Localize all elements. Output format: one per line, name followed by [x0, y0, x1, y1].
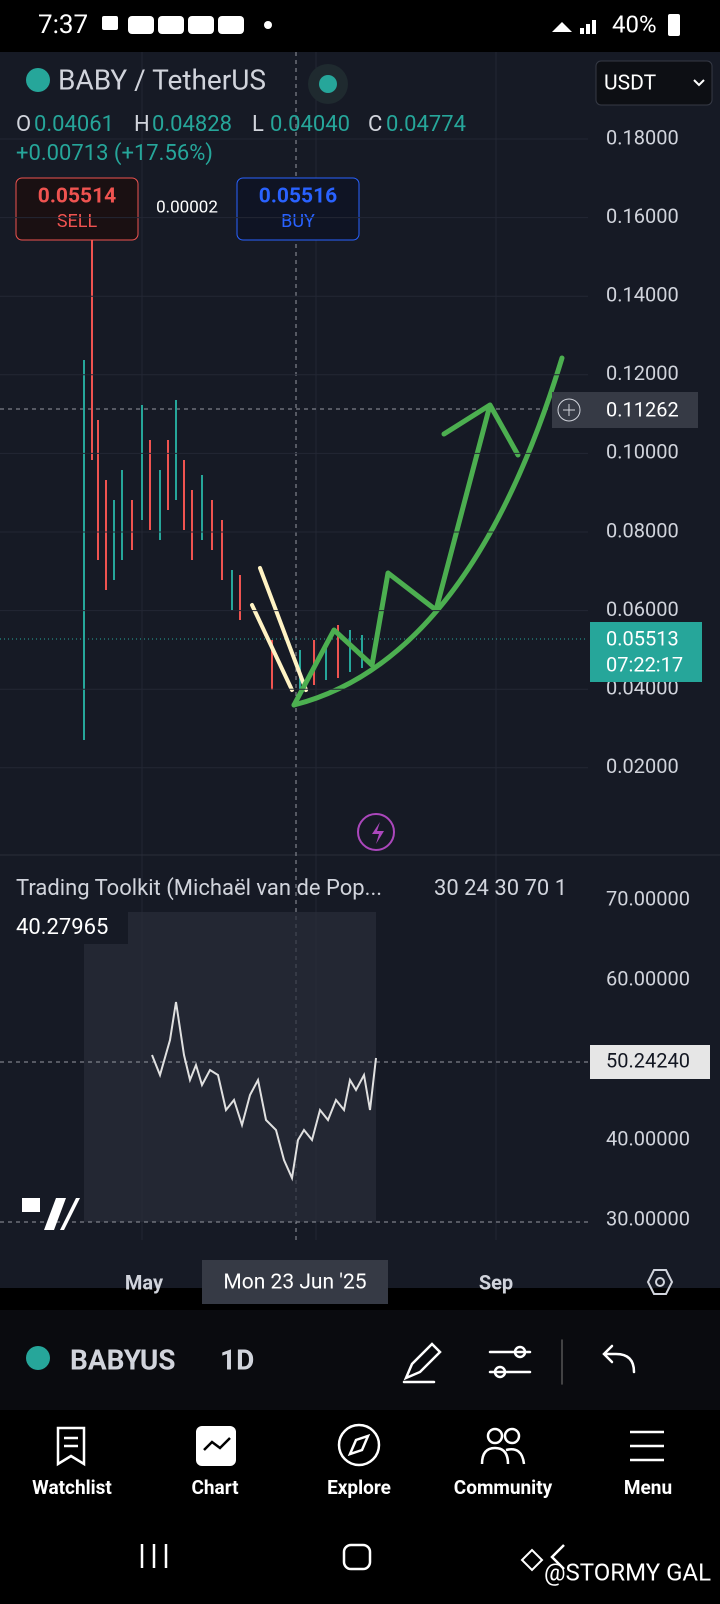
indicator-value: 40.27965	[16, 915, 108, 940]
price-tick: 0.08000	[606, 518, 679, 542]
drawings	[250, 355, 565, 708]
spread: 0.00002	[156, 197, 218, 217]
status-time: 7:37	[38, 10, 88, 40]
indicator-tick: 40.00000	[606, 1126, 690, 1150]
price-tick: 0.10000	[606, 440, 679, 464]
price-tick: 0.12000	[606, 361, 679, 385]
ohlc-value: 0.04828	[152, 112, 232, 137]
symbol-icon	[26, 68, 50, 92]
currency-select[interactable]	[595, 60, 713, 106]
ohlc-label: H	[134, 112, 150, 137]
last-price: 0.05513	[606, 626, 679, 650]
indicator-title[interactable]: Trading Toolkit (Michaël van de Pop...	[16, 876, 382, 901]
settings-icon[interactable]	[646, 1269, 674, 1295]
buy-price[interactable]: 0.05516	[259, 185, 337, 209]
indicator-tick: 30.00000	[606, 1206, 690, 1230]
battery-icon	[668, 14, 680, 36]
alert-bolt	[372, 822, 384, 844]
system-nav	[140, 1543, 565, 1571]
toolbar-icons[interactable]	[402, 1339, 636, 1385]
ohlc-value: 0.04774	[386, 112, 466, 137]
ohlc: O 0.04061 H 0.04828 L 0.04040 C 0.04774 …	[16, 112, 466, 166]
toolbar	[0, 1310, 720, 1410]
buy-button[interactable]	[236, 177, 360, 241]
price-axis: 0.18000 0.16000 0.14000 0.12000 0.10000 0.080…	[0, 125, 679, 778]
indicator-axis: 70.00000 60.00000 40.00000 30.00000	[606, 886, 690, 1230]
ohlc-label: O	[16, 112, 31, 137]
indicator-value-bg	[8, 910, 128, 944]
indicator-params: 30 24 30 70 1	[434, 876, 567, 901]
add-button[interactable]	[557, 398, 581, 422]
symbol-icon	[26, 1346, 50, 1370]
watermark: @STORMY GAL	[544, 1558, 711, 1586]
indicator-tick: 60.00000	[606, 966, 690, 990]
countdown: 07:22:17	[606, 652, 683, 676]
settings-dot	[655, 1277, 665, 1287]
rsi-line	[151, 1001, 377, 1182]
symbol-title[interactable]: BABY / TetherUS	[58, 63, 266, 96]
time-label: Sep	[479, 1270, 513, 1294]
nav-label[interactable]: Community	[454, 1476, 553, 1499]
ohlc-label: C	[368, 112, 382, 137]
alert-icon[interactable]	[357, 813, 395, 851]
nav-label[interactable]: Watchlist	[32, 1476, 112, 1499]
price-tick: 0.18000	[606, 125, 679, 149]
nav-labels: Watchlist Chart Explore Community Menu	[32, 1476, 672, 1499]
buy-label[interactable]: BUY	[281, 211, 315, 232]
sell-label[interactable]: SELL	[57, 211, 98, 232]
sell-price[interactable]: 0.05514	[38, 185, 116, 209]
indicator-tick: 70.00000	[606, 886, 690, 910]
price-tick: 0.06000	[606, 597, 679, 621]
crosshair-rsi: 50.24240	[606, 1048, 690, 1072]
ohlc-value: 0.04061	[34, 112, 114, 137]
nav-icons	[56, 1423, 664, 1467]
change: +0.00713 (+17.56%)	[16, 141, 213, 166]
nav-label[interactable]: Chart	[191, 1476, 239, 1499]
battery: 40%	[612, 10, 657, 38]
toolbar-symbol[interactable]: BABYUS	[70, 1343, 176, 1376]
market-status-dot	[319, 75, 337, 93]
nav-label[interactable]: Menu	[624, 1476, 672, 1499]
toolbar-interval[interactable]: 1D	[220, 1343, 254, 1376]
tv-logo	[22, 1198, 80, 1230]
crosshair-price: 0.11262	[606, 397, 679, 421]
crosshair-price-tag	[552, 392, 698, 428]
price-tick: 0.14000	[606, 282, 679, 306]
crosshair-date: Mon 23 Jun '25	[223, 1271, 366, 1295]
add-plus	[563, 404, 575, 416]
sell-button[interactable]	[15, 177, 139, 241]
currency[interactable]: USDT	[604, 72, 657, 96]
chevron	[693, 79, 705, 87]
ohlc-label: L	[252, 112, 264, 137]
crosshair-date-tag	[202, 1260, 388, 1304]
price-tick: 0.02000	[606, 754, 679, 778]
status-icons	[102, 16, 596, 34]
crosshair-rsi-tag	[590, 1045, 710, 1079]
time-label: May	[125, 1270, 164, 1294]
ohlc-value: 0.04040	[270, 112, 350, 137]
last-price-tag	[590, 622, 702, 682]
nav-label[interactable]: Explore	[327, 1476, 391, 1499]
rsi-band	[84, 912, 376, 1222]
price-tick: 0.16000	[606, 204, 679, 228]
watermark-icon	[520, 1548, 544, 1572]
